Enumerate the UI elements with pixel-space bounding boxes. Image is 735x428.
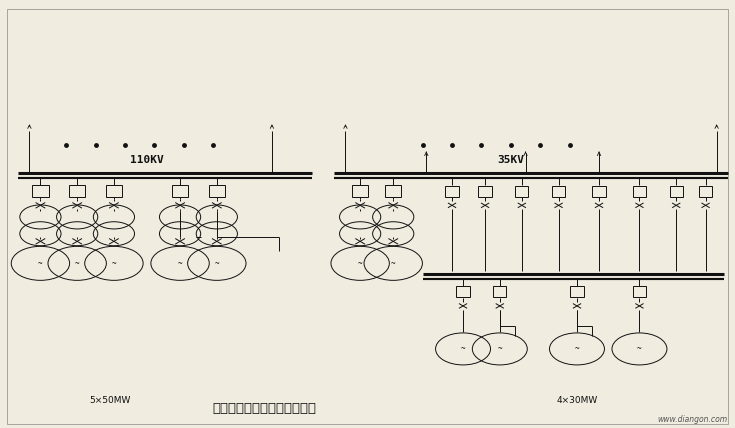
Text: ~: ~: [112, 259, 116, 268]
Bar: [209, 185, 225, 197]
Text: 4×30MW: 4×30MW: [556, 395, 598, 405]
Text: ~: ~: [178, 259, 182, 268]
Bar: [445, 186, 459, 197]
Bar: [106, 185, 122, 197]
Text: ~: ~: [575, 345, 579, 354]
Text: ~: ~: [358, 259, 362, 268]
Bar: [32, 185, 49, 197]
Text: ~: ~: [498, 345, 502, 354]
Bar: [592, 186, 606, 197]
Bar: [552, 186, 565, 197]
Text: 5×50MW: 5×50MW: [90, 395, 131, 405]
Bar: [493, 286, 506, 297]
Text: ~: ~: [38, 259, 43, 268]
Bar: [172, 185, 188, 197]
Bar: [69, 185, 85, 197]
Text: ~: ~: [637, 345, 642, 354]
Text: ~: ~: [215, 259, 219, 268]
Bar: [515, 186, 528, 197]
Text: www.diangon.com: www.diangon.com: [658, 415, 728, 424]
Bar: [456, 286, 470, 297]
Text: 110KV: 110KV: [130, 155, 164, 165]
Bar: [633, 286, 646, 297]
Text: 某中型热电厂主电气接线简图: 某中型热电厂主电气接线简图: [212, 402, 317, 415]
Text: 35KV: 35KV: [498, 155, 524, 165]
Bar: [633, 186, 646, 197]
Text: ~: ~: [75, 259, 79, 268]
Bar: [385, 185, 401, 197]
Bar: [352, 185, 368, 197]
Bar: [670, 186, 683, 197]
Text: ~: ~: [391, 259, 395, 268]
Bar: [699, 186, 712, 197]
Text: ~: ~: [461, 345, 465, 354]
Bar: [570, 286, 584, 297]
Bar: [478, 186, 492, 197]
